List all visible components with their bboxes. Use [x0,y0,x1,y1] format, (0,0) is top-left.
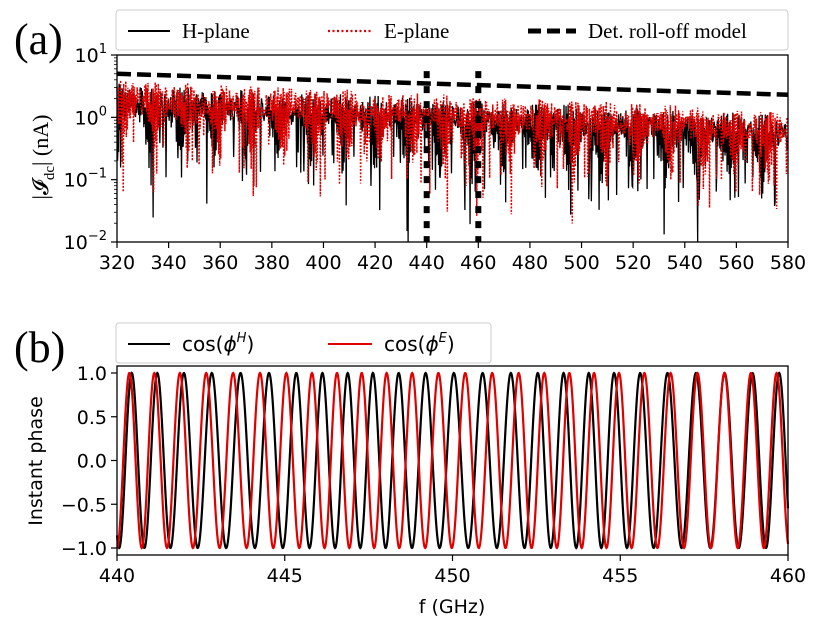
panel-a-ylabel-sub: dc [42,166,58,181]
panel-b-ytick-label: 0.0 [77,451,107,473]
legend-cos-phi-e-label: cos(ϕE) [384,331,455,356]
legend-e-plane-label: E-plane [384,19,449,43]
panel-b-ytick-label: 0.5 [77,407,107,429]
panel-a-xtick-label: 460 [460,252,496,274]
legend-cos-phi-h-sym: ϕ [223,332,236,356]
panel-a-ytick-label: 100 [75,104,107,129]
panel-a-xtick-label: 540 [667,252,703,274]
legend-cos-phi-e-close: ) [447,332,455,356]
panel-a-xtick-label: 520 [615,252,651,274]
panel-b-xtick-label: 445 [267,565,303,587]
legend-h-plane-label: H-plane [182,19,250,43]
panel-a-ylabel-main: |𝓘 [28,177,53,199]
panel-a-frame [116,54,789,243]
panel-b-ytick-label: 1.0 [77,363,107,385]
panel-b-ylabel: Instant phase [25,396,47,526]
panel-b-xtick-label: 460 [770,565,806,587]
panel-a-ylabel: |𝓘dc| (nA) [28,115,58,200]
legend-cos-phi-e-sup: E [439,331,448,346]
panel-a-xtick-label: 580 [770,252,806,274]
panel-b-legend-box [115,322,492,364]
panel-a-xtick-label: 420 [357,252,393,274]
legend-rolloff-label: Det. roll-off model [588,19,747,43]
panel-a-xtick-label: 480 [512,252,548,274]
panel-b-xlabel: f (GHz) [419,596,486,618]
panel-a-ytick-label: 101 [75,42,107,67]
panel-b-frame [116,365,789,556]
series-cos-phi-h [115,371,790,550]
series-cos-phi-e [116,371,790,550]
panel-a-xtick-label: 440 [409,252,445,274]
panel-a-xtick-label: 380 [254,252,290,274]
legend-cos-phi-h-label: cos(ϕH) [182,331,254,356]
panel-a-ticks: 320 340 360 380 400 420 440 460 480 500 520 540 560 5… [64,42,806,274]
panel-b-ytick-label: −0.5 [61,494,107,516]
panel-b-legend: cos(ϕH) cos(ϕE) [115,322,492,364]
panel-b: (b) Instant phase f (GHz) 440 445 450 455 46… [14,322,806,618]
panel-a: (a) |𝓘dc| (nA) 320 340 360 380 400 420 440 460 4… [14,9,806,274]
panel-a-legend: H-plane E-plane Det. roll-off model [115,9,789,51]
legend-cos-phi-h-sup: H [237,331,247,346]
panel-b-series [115,371,790,550]
panel-a-xtick-label: 340 [150,252,186,274]
panel-a-xtick-label: 320 [99,252,135,274]
series-rolloff-model [116,71,789,98]
panel-a-ylabel-unit: | (nA) [28,115,53,166]
legend-cos-phi-e-text: cos( [384,332,425,356]
panel-a-xtick-label: 560 [718,252,754,274]
svg-text:|𝓘dc| (nA): |𝓘dc| (nA) [28,115,58,200]
legend-cos-phi-h-close: ) [246,332,254,356]
panel-a-xtick-label: 400 [305,252,341,274]
panel-b-label: (b) [14,323,65,372]
panel-b-ticks: 440 445 450 455 460 −1.0 −0.5 0.0 0.5 1.0 [61,363,806,587]
legend-cos-phi-e-sym: ϕ [425,332,438,356]
panel-a-label: (a) [14,15,63,64]
panel-a-ytick-label: 10−2 [64,229,107,254]
panel-b-ytick-label: −1.0 [61,538,107,560]
panel-b-xtick-label: 455 [602,565,638,587]
panel-a-series [116,71,789,242]
legend-cos-phi-h-text: cos( [182,332,223,356]
panel-a-xtick-label: 500 [563,252,599,274]
panel-a-legend-box [115,9,789,51]
panel-a-ytick-label: 10−1 [64,167,107,192]
series-e-plane [116,80,789,224]
panel-a-xtick-label: 360 [202,252,238,274]
panel-b-xtick-label: 440 [99,565,135,587]
panel-b-xtick-label: 450 [434,565,470,587]
